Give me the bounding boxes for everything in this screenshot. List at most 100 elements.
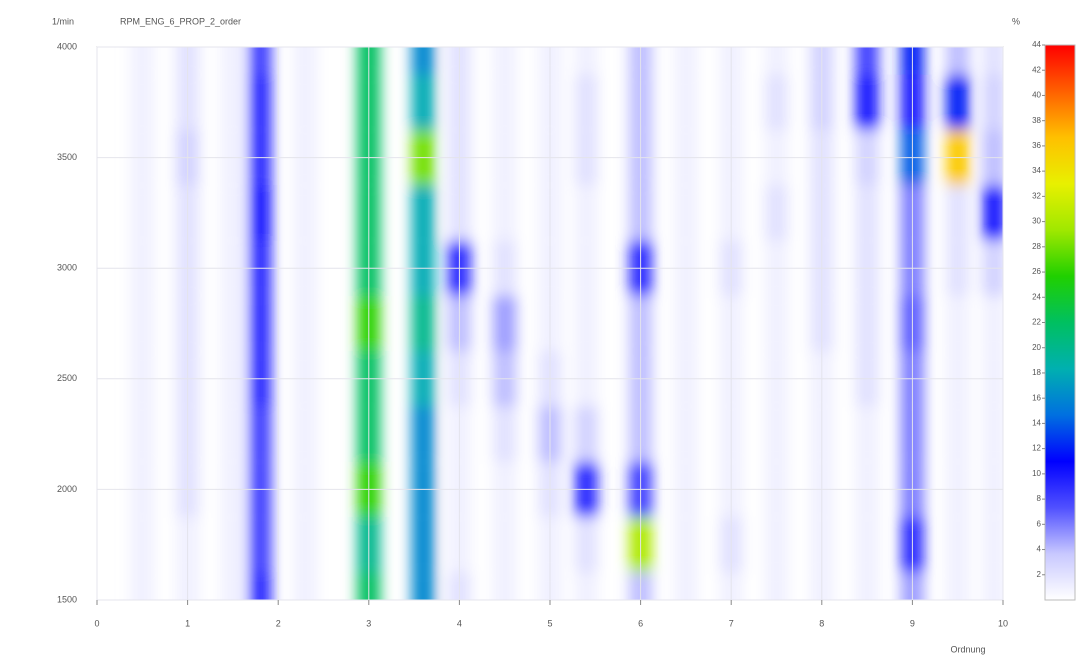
heatmap-cell [493, 74, 517, 130]
x-axis-label: Ordnung [950, 644, 985, 654]
heatmap-cell [248, 47, 272, 75]
x-tick-label: 2 [276, 618, 281, 628]
colorbar-label: % [1012, 16, 1020, 26]
heatmap-cell [130, 406, 154, 462]
heatmap-cell [982, 406, 1003, 462]
colorbar-tick-label: 38 [1032, 116, 1041, 125]
heatmap-cell [248, 406, 272, 462]
heatmap-cell [674, 47, 698, 75]
x-tick-label: 9 [910, 618, 915, 628]
heatmap-cell [411, 406, 435, 462]
heatmap-cell [946, 572, 970, 600]
heatmap-cell [982, 47, 1003, 75]
x-tick-label: 10 [998, 618, 1008, 628]
heatmap-cell [855, 517, 879, 573]
heatmap-cell [221, 185, 245, 241]
heatmap-cell [982, 572, 1003, 600]
colorbar-tick-label: 32 [1032, 191, 1041, 200]
y-tick-label: 1500 [57, 594, 77, 604]
colorbar-tick-label: 30 [1032, 217, 1041, 226]
heatmap-cell [294, 517, 317, 573]
heatmap-cell [493, 572, 517, 600]
colorbar-tick-label: 16 [1032, 393, 1041, 402]
heatmap-cell [946, 185, 970, 241]
heatmap-cell [221, 74, 245, 130]
colorbar-tick-label: 18 [1032, 368, 1041, 377]
heatmap-cell [493, 406, 517, 462]
heatmap-cell [574, 572, 598, 600]
heatmap-cell [765, 406, 788, 462]
colorbar-tick-label: 8 [1037, 494, 1042, 503]
heatmap-cell [493, 47, 517, 75]
heatmap-cell [855, 74, 879, 130]
heatmap-cell [221, 295, 245, 352]
heatmap-cell [982, 295, 1003, 352]
heatmap-cell [493, 295, 517, 352]
x-tick-label: 1 [185, 618, 190, 628]
heatmap-cell [765, 517, 788, 573]
grid [96, 46, 1004, 601]
colorbar [1044, 44, 1076, 601]
heatmap-cell [411, 295, 435, 352]
heatmap-cell [982, 185, 1003, 241]
colorbar-tick-label: 2 [1037, 570, 1042, 579]
heatmap-cell [574, 47, 598, 75]
heatmap-cell [674, 517, 698, 573]
heatmap-cell [946, 295, 970, 352]
heatmap-cell [130, 185, 154, 241]
heatmap-cell [221, 406, 245, 462]
heatmap-cell [411, 572, 435, 600]
colorbar-tick-label: 22 [1032, 318, 1041, 327]
colorbar-tick-label: 40 [1032, 91, 1041, 100]
heatmap-cell [765, 185, 788, 241]
heatmap-cell [765, 295, 788, 352]
x-tick-label: 6 [638, 618, 643, 628]
heatmap-cell [982, 74, 1003, 130]
heatmap-cell [411, 47, 435, 75]
heatmap-cell [855, 295, 879, 352]
heatmap-cell [221, 47, 245, 75]
heatmap-cell [221, 517, 245, 573]
heatmap-cell [411, 185, 435, 241]
y-tick-label: 2000 [57, 484, 77, 494]
colorbar-tick-label: 6 [1037, 519, 1042, 528]
colorbar-tick-label: 4 [1037, 545, 1042, 554]
heatmap-cell [574, 295, 598, 352]
heatmap-cell [765, 47, 788, 75]
heatmap-cell [674, 295, 698, 352]
heatmap-cell [493, 517, 517, 573]
heatmap-cell [294, 295, 317, 352]
heatmap-cell [674, 406, 698, 462]
y-tick-label: 4000 [57, 41, 77, 51]
heatmap-cell [574, 406, 598, 462]
colorbar-tick-label: 44 [1032, 40, 1041, 49]
heatmap-cell [248, 185, 272, 241]
heatmap-cell [248, 572, 272, 600]
colorbar-tick-label: 42 [1032, 65, 1041, 74]
heatmap-cell [221, 572, 245, 600]
x-tick-label: 8 [819, 618, 824, 628]
colorbar-tick-label: 36 [1032, 141, 1041, 150]
heatmap-cell [130, 572, 154, 600]
heatmap-cell [946, 47, 970, 75]
x-tick-label: 4 [457, 618, 462, 628]
heatmap-cell [574, 74, 598, 130]
heatmap-cell [294, 47, 317, 75]
heatmap-cell [130, 74, 154, 130]
heatmap-cell [411, 74, 435, 130]
colorbar-tick-label: 10 [1032, 469, 1041, 478]
heatmap-cell [493, 185, 517, 241]
heatmap-cell [294, 572, 317, 600]
colorbar-tick-label: 12 [1032, 444, 1041, 453]
x-tick-label: 7 [729, 618, 734, 628]
heatmap-cell [982, 517, 1003, 573]
heatmap-cell [294, 185, 317, 241]
heatmap-cell [130, 517, 154, 573]
heatmap-cell [946, 406, 970, 462]
colorbar-tick-label: 28 [1032, 242, 1041, 251]
y-tick-label: 3000 [57, 263, 77, 273]
colorbar-tick-label: 14 [1032, 419, 1041, 428]
colorbar-tick-label: 26 [1032, 267, 1041, 276]
